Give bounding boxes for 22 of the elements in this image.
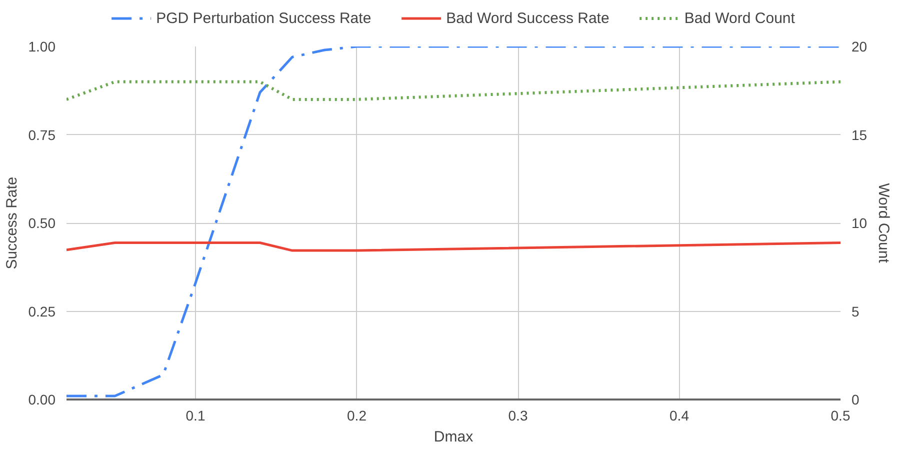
legend-label: Bad Word Count (684, 10, 795, 26)
x-axis-title: Dmax (434, 428, 474, 446)
y-tick-label: 0.50 (28, 215, 56, 231)
y-axis-title: Success Rate (3, 176, 20, 270)
y-tick-label: 0.00 (28, 392, 56, 408)
y-tick-label: 0.25 (28, 303, 56, 320)
legend-label: PGD Perturbation Success Rate (156, 10, 372, 26)
y2-tick-label: 10 (852, 215, 868, 231)
x-tick-label: 0.3 (508, 408, 528, 424)
x-tick-label: 0.4 (670, 408, 690, 424)
y2-axis-title: Word Count (875, 183, 892, 264)
y-tick-label: 1.00 (28, 38, 56, 54)
x-tick-label: 0.2 (347, 408, 367, 424)
x-tick-label: 0.5 (830, 408, 850, 424)
x-tick-label: 0.1 (186, 408, 206, 424)
y2-tick-label: 15 (852, 126, 868, 143)
legend-label: Bad Word Success Rate (446, 10, 610, 26)
y-tick-label: 0.75 (28, 126, 56, 143)
y2-tick-label: 20 (852, 38, 868, 54)
y2-tick-label: 5 (852, 303, 860, 320)
y2-tick-label: 0 (852, 392, 860, 408)
line-series (66, 46, 840, 398)
